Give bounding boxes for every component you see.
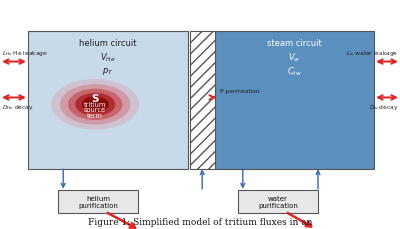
Circle shape [68, 89, 122, 120]
Text: $D_w$ decay: $D_w$ decay [369, 103, 398, 112]
Text: source: source [84, 107, 106, 113]
Circle shape [75, 93, 115, 116]
Text: Figure 1: Simplified model of tritium fluxes in an: Figure 1: Simplified model of tritium fl… [88, 217, 312, 226]
Bar [238, 190, 318, 213]
Text: tritium: tritium [84, 101, 106, 107]
Text: helium
purification: helium purification [78, 195, 118, 208]
Circle shape [60, 85, 130, 125]
Text: $L_w$ water leakage: $L_w$ water leakage [346, 49, 398, 58]
Text: $R_{He}$ rejection or
storage: $R_{He}$ rejection or storage [140, 228, 182, 229]
Text: $p_T$: $p_T$ [102, 65, 114, 76]
Text: steam circuit: steam circuit [267, 39, 321, 48]
Text: $V_w$: $V_w$ [288, 52, 300, 64]
Bar [214, 32, 374, 169]
Text: S: S [92, 93, 99, 104]
Bar [58, 190, 138, 213]
Bar [28, 32, 188, 169]
Text: $V_{He}$: $V_{He}$ [100, 52, 116, 64]
Text: term: term [87, 112, 103, 118]
Text: $R_w$ rejection
or storage: $R_w$ rejection or storage [316, 227, 349, 229]
Circle shape [87, 100, 103, 109]
Bar [190, 32, 215, 169]
Text: P permeation: P permeation [220, 89, 260, 94]
Text: water
purification: water purification [258, 195, 298, 208]
Circle shape [82, 97, 109, 113]
Circle shape [51, 80, 139, 130]
Text: $L_{He}$ He leakage: $L_{He}$ He leakage [2, 49, 48, 58]
Text: helium circuit: helium circuit [79, 39, 137, 48]
Text: $D_{He}$ decay: $D_{He}$ decay [2, 103, 34, 112]
Text: $C_{tw}$: $C_{tw}$ [286, 65, 302, 78]
